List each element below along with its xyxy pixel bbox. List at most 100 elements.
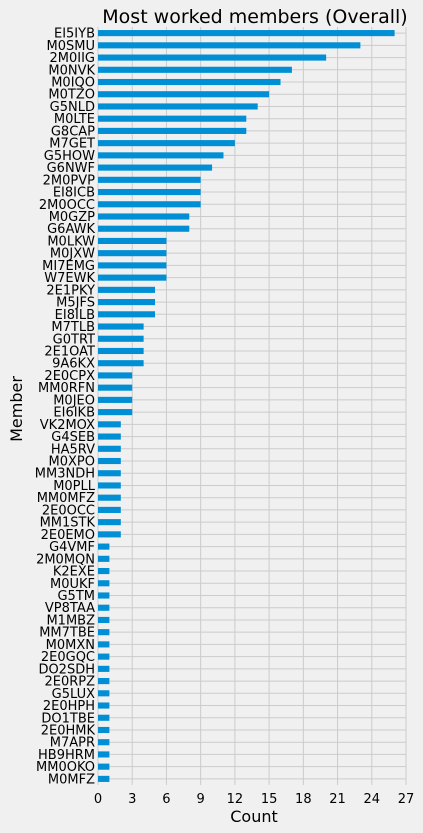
bar: [98, 726, 110, 734]
bar: [98, 519, 121, 526]
bar: [98, 299, 156, 306]
x-tick-label: 9: [197, 792, 205, 807]
bar: [98, 702, 110, 709]
bar: [98, 250, 167, 257]
x-tick-label: 6: [162, 792, 170, 807]
x-tick-label: 3: [128, 792, 136, 807]
y-tick-label: M0JXW: [50, 247, 95, 262]
bar: [98, 274, 167, 281]
y-tick-label: DO2SDH: [38, 662, 95, 677]
y-tick-label: M0LKW: [47, 234, 95, 249]
bars: [98, 30, 395, 782]
bar: [98, 567, 110, 575]
chart-title: Most worked members (Overall): [102, 6, 407, 28]
y-tick-label: 2E1PKY: [46, 283, 95, 298]
y-tick-label: M0PLL: [53, 479, 96, 494]
y-axis-label: Member: [7, 376, 26, 442]
bar: [98, 494, 121, 501]
y-tick-label: M5JFS: [56, 296, 95, 311]
bar: [98, 714, 110, 721]
x-tick-label: 27: [398, 792, 415, 807]
bar: [98, 409, 133, 416]
bar: [98, 66, 292, 73]
bar: [98, 421, 121, 428]
y-tick-label: M0MXN: [46, 638, 95, 653]
bar: [98, 323, 144, 330]
y-tick-label: 9A6KX: [52, 357, 95, 372]
x-tick-label: 24: [364, 792, 381, 807]
y-tick-label: EI8ICB: [53, 186, 95, 201]
y-tick-label: MI7EMG: [42, 259, 95, 274]
y-tick-label: 2E0EMO: [41, 528, 95, 543]
y-tick-label: M0NVK: [48, 63, 95, 78]
y-tick-label: G4SEB: [51, 430, 95, 445]
bar: [98, 103, 258, 110]
y-tick-label: 2E0HPH: [43, 699, 95, 714]
bar: [98, 739, 110, 746]
bar: [98, 347, 144, 355]
y-tick-label: M7GET: [49, 137, 95, 152]
bar: [98, 176, 201, 183]
bar: [98, 225, 190, 232]
y-tick-label: K2EXE: [53, 565, 95, 580]
bar: [98, 470, 121, 477]
bar: [98, 445, 121, 452]
x-tick-label: 15: [261, 792, 278, 807]
y-tick-label: 2E0RPZ: [44, 675, 95, 690]
y-tick-label: M7APR: [50, 736, 95, 751]
bar: [98, 433, 121, 440]
y-tick-label: G8CAP: [51, 124, 95, 139]
bar: [98, 152, 224, 159]
y-tick-label: M1MBZ: [46, 613, 95, 628]
y-tick-label: DO1TBE: [41, 711, 95, 726]
bar: [98, 237, 167, 245]
bar: [98, 213, 190, 220]
bar: [98, 396, 133, 403]
x-tick-labels: 0 3 6 9 12 15 18 21 24 27: [94, 792, 414, 807]
x-tick-label: 0: [94, 792, 102, 807]
bar: [98, 751, 110, 758]
y-tick-label: M7TLB: [51, 320, 95, 335]
y-tick-label: 2E0CPX: [44, 369, 95, 384]
bar: [98, 678, 110, 685]
y-tick-label: MM7TBE: [39, 626, 95, 641]
y-tick-label: VP8TAA: [45, 601, 95, 616]
bar: [98, 384, 133, 391]
bar: [98, 690, 110, 697]
y-tick-label: M0JEO: [53, 393, 95, 408]
bar: [98, 543, 110, 550]
bar: [98, 54, 327, 61]
bar: [98, 653, 110, 660]
y-tick-label: EI6IKB: [53, 406, 95, 421]
y-tick-label: M0UKF: [50, 577, 95, 592]
bar: [98, 592, 110, 599]
x-tick-label: 21: [329, 792, 346, 807]
x-tick-label: 12: [227, 792, 244, 807]
y-tick-label: M0GZP: [49, 210, 95, 225]
bar: [98, 335, 144, 342]
bar: [98, 127, 247, 134]
y-tick-label: G5HOW: [44, 149, 95, 164]
y-tick-label: EI5IYB: [54, 27, 95, 42]
y-tick-label: 2M0OCC: [39, 198, 95, 213]
y-tick-label: MM0MFZ: [37, 491, 95, 506]
bar: [98, 42, 361, 49]
bar: [98, 482, 121, 489]
y-tick-label: 2M0MQN: [36, 552, 95, 567]
y-tick-label: M0XPO: [49, 455, 95, 470]
y-tick-label: 2M0PVP: [43, 173, 95, 188]
bar: [98, 629, 110, 636]
y-tick-label: 2E0GQC: [41, 650, 95, 665]
bar: [98, 457, 121, 465]
bar: [98, 286, 156, 293]
y-tick-label: M0IQO: [51, 76, 95, 91]
y-tick-label: MM1STK: [40, 516, 96, 531]
y-tick-label: G0TRT: [53, 332, 95, 347]
y-tick-label: G6NWF: [47, 161, 95, 176]
x-tick-label: 18: [295, 792, 312, 807]
y-tick-label: W7EWK: [44, 271, 95, 286]
bar: [98, 555, 110, 562]
bar: [98, 115, 247, 122]
bar: [98, 78, 281, 86]
y-tick-label: G6AWK: [47, 222, 95, 237]
